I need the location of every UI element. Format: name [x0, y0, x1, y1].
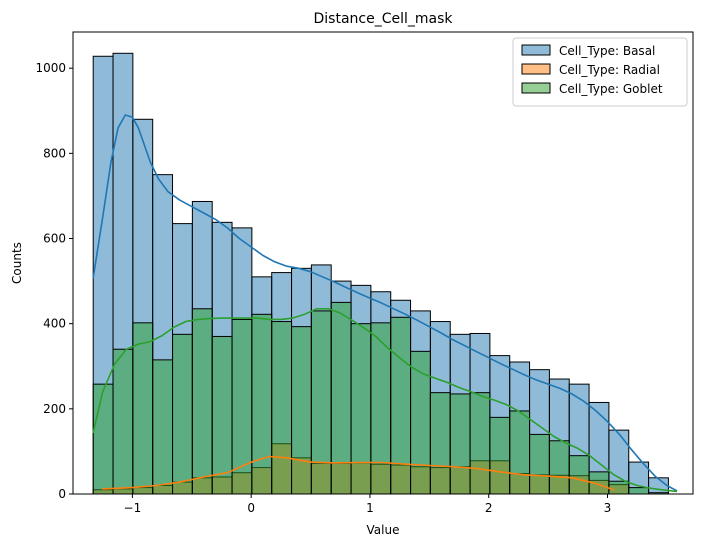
chart-title: Distance_Cell_mask	[313, 11, 453, 27]
bar-goblet-10	[291, 326, 312, 495]
x-tick-label: 2	[485, 501, 493, 515]
bar-goblet-20	[489, 416, 511, 495]
bar-goblet-15	[390, 316, 412, 495]
y-tick-label: 0	[58, 487, 66, 501]
bar-goblet-5	[191, 308, 213, 495]
bar-goblet-4	[172, 333, 193, 495]
y-axis-label: Counts	[10, 242, 24, 284]
x-tick-label: 3	[604, 501, 612, 515]
bar-goblet-18	[449, 393, 471, 495]
legend-label: Cell_Type: Radial	[559, 63, 660, 77]
bar-goblet-9	[271, 321, 293, 495]
legend-swatch	[521, 44, 551, 56]
legend-swatch	[521, 63, 551, 75]
bar-goblet-27	[628, 487, 650, 495]
kde-line-radial	[101, 455, 615, 491]
bar-goblet-11	[310, 310, 332, 495]
kde-lines	[92, 114, 678, 493]
bar-goblet-17	[429, 392, 451, 495]
kde-line-goblet	[92, 307, 678, 493]
bar-goblet-0	[92, 383, 114, 495]
bar-goblet-7	[231, 318, 253, 495]
bar-goblet-1	[112, 348, 134, 495]
x-tick-label: 0	[247, 501, 255, 515]
y-tick-label: 600	[43, 232, 66, 246]
bar-goblet-23	[548, 440, 570, 495]
x-axis-label: Value	[367, 523, 400, 537]
legend-box	[512, 37, 688, 107]
bar-goblet-13	[350, 323, 372, 495]
y-tick-label: 800	[43, 146, 66, 160]
y-tick-label: 400	[43, 317, 66, 331]
bar-goblet-3	[152, 359, 174, 495]
bar-goblet-19	[469, 392, 491, 495]
axes: −1 0 1 2 3 0 200 400 600 800 1000	[35, 31, 694, 515]
kde-line-basal	[92, 114, 678, 492]
legend-label: Cell_Type: Goblet	[559, 82, 663, 96]
y-tick-label: 1000	[35, 61, 66, 75]
bar-goblet-22	[529, 433, 550, 495]
legend-label: Cell_Type: Basal	[559, 44, 655, 58]
legend: Cell_Type: Basal Cell_Type: Radial Cell_Ty…	[512, 37, 688, 107]
axes-frame	[72, 31, 694, 495]
legend-swatch	[521, 82, 551, 94]
bar-goblet-6	[211, 335, 233, 495]
x-tick-label: 1	[366, 501, 374, 515]
bar-goblet-2	[132, 322, 154, 495]
bar-goblet-26	[608, 480, 630, 495]
bar-goblet-21	[509, 410, 531, 495]
bar-goblet-24	[568, 455, 590, 495]
bar-goblet-8	[251, 313, 273, 495]
bar-goblet-12	[330, 301, 352, 495]
y-tick-label: 200	[43, 402, 66, 416]
bar-basal-28	[648, 477, 669, 495]
x-tick-label: −1	[124, 501, 142, 515]
